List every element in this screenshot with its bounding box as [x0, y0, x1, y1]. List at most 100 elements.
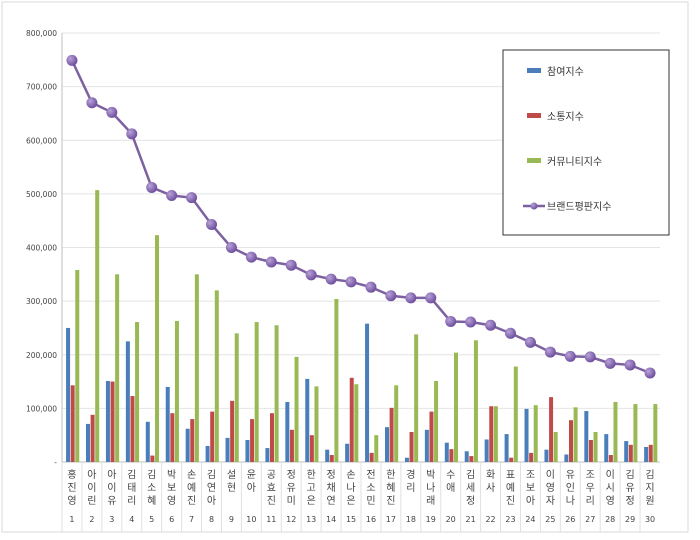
- bar-커뮤니티지수-윤아: [254, 322, 259, 462]
- bar-커뮤니티지수-정유미: [294, 356, 299, 462]
- bar-참여지수-전소민: [365, 323, 370, 462]
- bar-참여지수-박보영: [165, 386, 170, 462]
- y-tick-label: 100,000: [26, 404, 57, 413]
- bar-소통지수-김태리: [130, 396, 135, 462]
- rank-label: 19: [426, 515, 436, 524]
- bar-참여지수-손예진: [185, 428, 190, 462]
- bar-참여지수-화사: [484, 439, 489, 462]
- point-손예진: [186, 192, 198, 204]
- bar-커뮤니티지수-조우리: [593, 431, 598, 462]
- bar-소통지수-손나은: [349, 377, 354, 462]
- bar-참여지수-조우리: [584, 411, 589, 462]
- point-경리: [405, 292, 417, 304]
- y-tick-label: -: [54, 458, 57, 467]
- bar-커뮤니티지수-손예진: [194, 274, 199, 462]
- rank-label: 29: [625, 515, 635, 524]
- rank-label: 13: [306, 515, 316, 524]
- point-조보아: [524, 336, 536, 348]
- point-정유미: [285, 259, 297, 271]
- point-표예진: [505, 327, 516, 339]
- bar-소통지수-경리: [409, 431, 414, 462]
- bar-참여지수-이영자: [544, 449, 549, 462]
- bar-소통지수-아이유: [110, 381, 115, 462]
- bar-소통지수-김연아: [210, 411, 215, 462]
- point-아이유: [106, 106, 118, 118]
- point-설현: [225, 242, 237, 253]
- bar-소통지수-표예진: [509, 457, 514, 462]
- point-박보영: [166, 189, 178, 201]
- rank-label: 20: [446, 515, 456, 524]
- bar-커뮤니티지수-한혜진: [394, 385, 399, 462]
- bar-참여지수-김연아: [205, 445, 210, 462]
- bar-참여지수-이시영: [604, 434, 609, 462]
- bar-참여지수-한고은: [305, 378, 310, 462]
- legend-swatch: [527, 68, 541, 73]
- bar-소통지수-이영자: [549, 397, 554, 462]
- bar-참여지수-조보아: [524, 408, 529, 462]
- bar-참여지수-아이린: [86, 423, 90, 462]
- bar-소통지수-수애: [449, 449, 454, 462]
- rank-label: 23: [505, 515, 515, 524]
- bar-참여지수-공효진: [265, 448, 270, 462]
- bar-참여지수-정채연: [325, 449, 330, 462]
- point-김유정: [624, 359, 636, 371]
- bar-커뮤니티지수-조보아: [533, 405, 538, 462]
- bar-소통지수-김소혜: [150, 455, 155, 462]
- bar-커뮤니티지수-화사: [493, 406, 498, 462]
- point-이시영: [604, 357, 616, 369]
- bar-커뮤니티지수-정채연: [334, 298, 339, 462]
- rank-label: 10: [246, 515, 256, 524]
- rank-label: 21: [466, 515, 476, 524]
- point-김지원: [644, 367, 656, 379]
- point-조우리: [584, 351, 596, 363]
- bar-소통지수-전소민: [369, 452, 374, 462]
- bar-소통지수-김지원: [648, 444, 653, 462]
- bar-참여지수-윤아: [245, 440, 250, 462]
- bar-소통지수-공효진: [270, 413, 274, 462]
- rank-label: 12: [286, 515, 296, 524]
- bar-소통지수-조보아: [529, 452, 534, 462]
- y-tick-label: 800,000: [26, 29, 57, 38]
- rank-label: 4: [129, 515, 134, 524]
- rank-label: 24: [525, 515, 535, 524]
- bar-소통지수-이시영: [608, 455, 613, 462]
- rank-label: 6: [169, 515, 174, 524]
- bar-참여지수-김태리: [125, 341, 130, 462]
- bar-참여지수-김세정: [464, 451, 469, 462]
- bar-소통지수-정채연: [329, 455, 334, 462]
- rank-label: 28: [605, 515, 615, 524]
- bar-참여지수-유인나: [564, 454, 569, 462]
- bar-참여지수-아이유: [105, 381, 110, 462]
- rank-label: 7: [189, 515, 194, 524]
- rank-label: 26: [565, 515, 575, 524]
- legend-label: 소통지수: [547, 111, 584, 123]
- point-한고은: [305, 269, 317, 281]
- rank-label: 18: [406, 515, 416, 524]
- bar-커뮤니티지수-손나은: [354, 384, 359, 462]
- bar-커뮤니티지수-설현: [234, 333, 239, 462]
- point-수애: [445, 316, 457, 328]
- legend-marker: [530, 202, 538, 210]
- point-김세정: [465, 316, 477, 328]
- bar-소통지수-손예진: [190, 419, 195, 462]
- bar-커뮤니티지수-표예진: [513, 366, 518, 462]
- bar-참여지수-손나은: [345, 443, 350, 462]
- bar-소통지수-조우리: [588, 440, 593, 462]
- bar-커뮤니티지수-전소민: [374, 435, 379, 462]
- rank-label: 25: [545, 515, 555, 524]
- bar-참여지수-한혜진: [385, 427, 389, 462]
- bar-커뮤니티지수-이영자: [553, 431, 558, 462]
- point-박나래: [425, 292, 437, 304]
